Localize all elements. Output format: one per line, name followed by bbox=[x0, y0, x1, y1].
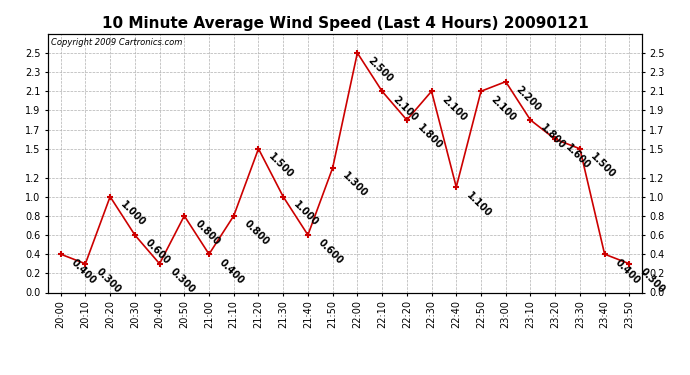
Text: 1.000: 1.000 bbox=[119, 200, 147, 228]
Text: 1.800: 1.800 bbox=[415, 123, 444, 152]
Text: 2.200: 2.200 bbox=[514, 84, 543, 113]
Text: Copyright 2009 Cartronics.com: Copyright 2009 Cartronics.com bbox=[51, 38, 183, 46]
Text: 0.800: 0.800 bbox=[193, 219, 221, 248]
Text: 0.600: 0.600 bbox=[316, 238, 345, 267]
Text: 0.300: 0.300 bbox=[638, 267, 667, 296]
Text: 0.300: 0.300 bbox=[94, 267, 123, 296]
Text: 0.300: 0.300 bbox=[168, 267, 197, 296]
Text: 0.600: 0.600 bbox=[143, 238, 172, 267]
Text: 1.000: 1.000 bbox=[291, 200, 320, 228]
Text: 2.100: 2.100 bbox=[489, 94, 518, 123]
Text: 1.600: 1.600 bbox=[564, 142, 592, 171]
Text: 2.100: 2.100 bbox=[391, 94, 420, 123]
Text: 1.500: 1.500 bbox=[588, 152, 617, 180]
Title: 10 Minute Average Wind Speed (Last 4 Hours) 20090121: 10 Minute Average Wind Speed (Last 4 Hou… bbox=[101, 16, 589, 31]
Text: 2.100: 2.100 bbox=[440, 94, 469, 123]
Text: 0.800: 0.800 bbox=[242, 219, 271, 248]
Text: 1.800: 1.800 bbox=[539, 123, 568, 152]
Text: 0.400: 0.400 bbox=[69, 257, 98, 286]
Text: 0.400: 0.400 bbox=[613, 257, 642, 286]
Text: 2.500: 2.500 bbox=[366, 56, 395, 84]
Text: 1.300: 1.300 bbox=[341, 171, 370, 200]
Text: 1.500: 1.500 bbox=[267, 152, 295, 180]
Text: 0.400: 0.400 bbox=[217, 257, 246, 286]
Text: 1.100: 1.100 bbox=[464, 190, 493, 219]
